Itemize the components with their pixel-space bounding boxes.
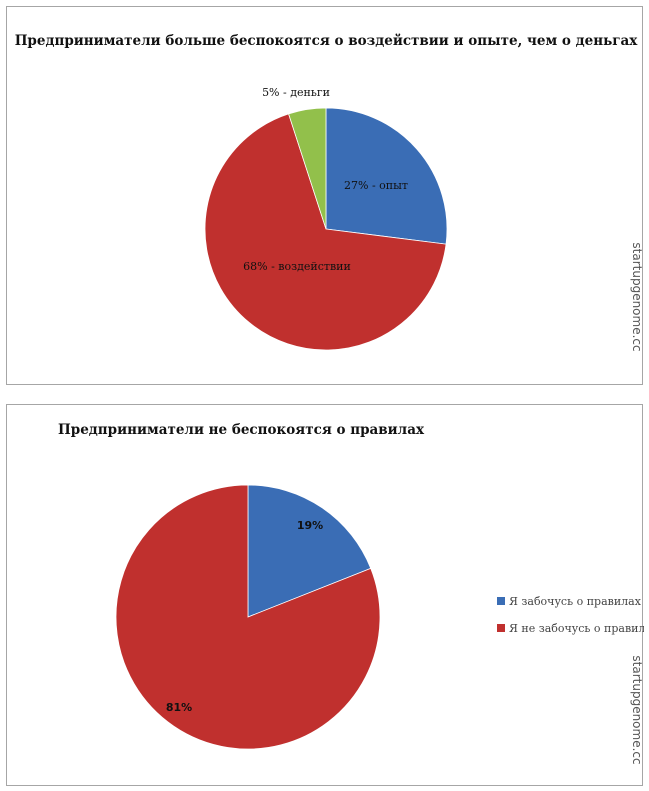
- slice-label-0: 19%: [297, 519, 323, 532]
- chart-panel-1: Предприниматели больше беспокоятся о воз…: [6, 6, 644, 385]
- slice-label-0: 27% - опыт: [344, 179, 408, 192]
- pie-slice-0: [325, 107, 448, 245]
- pie-slice-2: [288, 107, 327, 230]
- pie-slice-0: [247, 484, 372, 618]
- pie-chart-1: Предприниматели больше беспокоятся о воз…: [15, 33, 644, 352]
- slice-label-2: 5% - деньги: [262, 86, 330, 99]
- chart-panel-2: Предприниматели не беспокоятся о правила…: [6, 404, 644, 786]
- pie-chart-2: Предприниматели не беспокоятся о правила…: [58, 422, 644, 765]
- watermark: startupgenome.cc: [630, 655, 644, 764]
- pie-slice-1: [115, 484, 381, 750]
- chart-title: Предприниматели больше беспокоятся о воз…: [15, 33, 639, 49]
- legend-label-0: Я забочусь о правилах: [509, 595, 642, 608]
- slice-label-1: 81%: [166, 701, 192, 714]
- legend: Я забочусь о правилах Я не забочусь о пра…: [497, 595, 644, 635]
- legend-swatch-1: [497, 624, 505, 632]
- legend-swatch-0: [497, 597, 505, 605]
- legend-label-1: Я не забочусь о правилах: [509, 622, 644, 635]
- slice-label-1: 68% - воздействии: [243, 260, 351, 273]
- chart-title: Предприниматели не беспокоятся о правила…: [58, 422, 425, 438]
- pie-slice-1: [204, 113, 447, 351]
- watermark: startupgenome.cc: [630, 242, 644, 351]
